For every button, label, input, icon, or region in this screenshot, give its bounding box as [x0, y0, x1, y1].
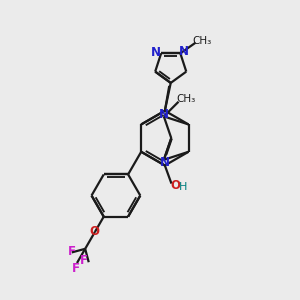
- Text: F: F: [68, 245, 76, 258]
- Text: CH₃: CH₃: [192, 36, 212, 46]
- Text: F: F: [72, 262, 80, 275]
- Text: O: O: [90, 225, 100, 238]
- Text: N: N: [151, 46, 161, 59]
- Text: O: O: [170, 178, 180, 192]
- Text: CH₃: CH₃: [176, 94, 196, 104]
- Text: N: N: [159, 107, 169, 121]
- Text: F: F: [80, 254, 87, 267]
- Text: N: N: [179, 45, 189, 58]
- Text: N: N: [160, 156, 170, 169]
- Text: H: H: [178, 182, 187, 193]
